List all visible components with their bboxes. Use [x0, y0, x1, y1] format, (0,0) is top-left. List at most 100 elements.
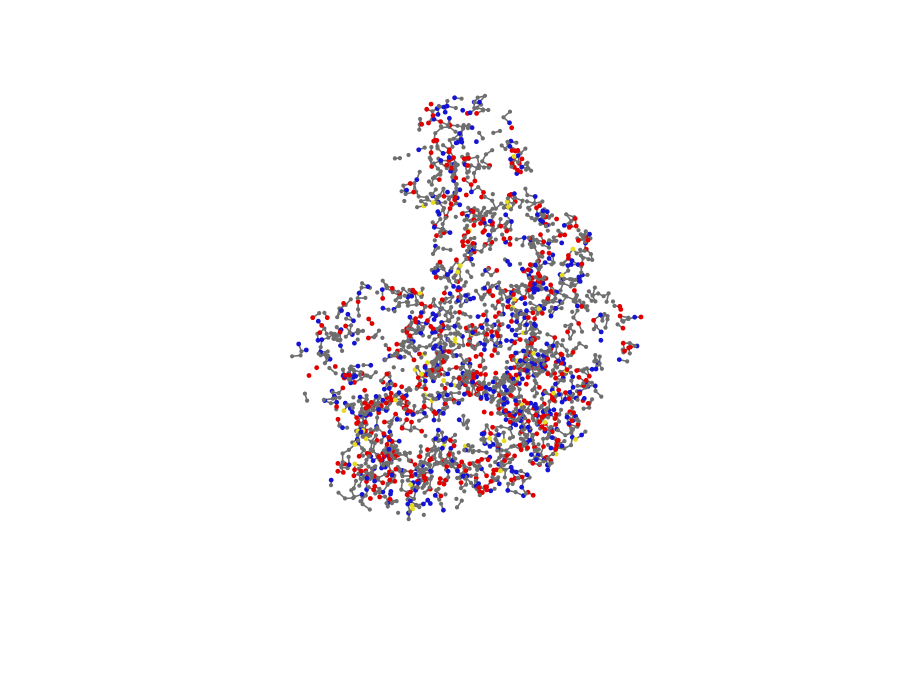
atom — [429, 456, 434, 462]
atom — [373, 370, 378, 375]
atom — [399, 472, 405, 477]
atom — [517, 325, 523, 331]
atom — [417, 382, 422, 387]
atom — [549, 262, 554, 267]
atom — [510, 456, 515, 462]
atom — [545, 467, 551, 473]
atom — [447, 115, 452, 121]
atom — [474, 111, 479, 116]
atom — [441, 143, 446, 148]
atom — [456, 450, 461, 455]
atom — [392, 156, 397, 161]
atom — [432, 337, 437, 342]
atom — [421, 470, 426, 475]
atom — [527, 276, 532, 281]
atom — [532, 281, 537, 287]
atom — [315, 318, 321, 324]
atom — [479, 249, 484, 254]
atom — [366, 335, 371, 341]
atom — [514, 327, 519, 333]
atom — [340, 367, 346, 372]
atom — [350, 405, 355, 410]
atom — [494, 341, 499, 346]
atom — [374, 401, 379, 406]
atom — [477, 130, 482, 135]
atom — [453, 456, 458, 461]
atom — [453, 175, 459, 181]
atom — [524, 284, 529, 289]
atom — [431, 417, 437, 423]
atom — [573, 223, 579, 229]
atom — [514, 401, 519, 407]
atom — [559, 272, 565, 278]
atom — [340, 348, 345, 353]
atom — [517, 442, 523, 448]
atom — [387, 496, 393, 502]
atom — [417, 127, 422, 132]
atom — [461, 422, 466, 427]
atom — [360, 434, 365, 439]
atom — [384, 371, 390, 377]
atom — [386, 446, 392, 452]
atom — [454, 190, 459, 195]
atom — [536, 358, 541, 363]
atom — [385, 382, 390, 387]
atom — [616, 357, 622, 362]
atom — [567, 221, 572, 226]
atom — [385, 482, 390, 487]
atom — [484, 332, 490, 337]
atom — [418, 116, 423, 122]
atom — [441, 207, 446, 212]
atom — [524, 472, 530, 478]
atom — [462, 235, 467, 240]
atom — [476, 448, 482, 454]
atom — [427, 343, 432, 348]
atom — [364, 475, 370, 481]
atom — [401, 183, 406, 188]
atom — [453, 161, 458, 166]
atom — [490, 283, 495, 288]
atom — [452, 439, 458, 444]
atom — [437, 350, 442, 355]
atom — [503, 417, 509, 423]
atom — [419, 428, 425, 434]
atom — [548, 445, 554, 451]
atom — [545, 371, 551, 377]
atom — [589, 366, 595, 372]
atom — [585, 237, 591, 243]
atom — [539, 396, 545, 401]
atom — [560, 262, 566, 267]
atom — [368, 400, 374, 405]
atom — [519, 484, 525, 490]
atom — [433, 436, 438, 441]
atom — [394, 444, 399, 449]
atom — [376, 328, 382, 333]
atom — [392, 397, 398, 403]
atom — [393, 298, 398, 303]
atom — [437, 480, 442, 486]
atom — [409, 293, 415, 299]
atom — [553, 422, 559, 427]
atom — [369, 466, 374, 471]
atom — [512, 297, 517, 302]
atom — [432, 376, 437, 381]
atom — [627, 351, 632, 356]
atom — [338, 343, 343, 348]
atom — [450, 175, 455, 180]
atom — [512, 191, 517, 197]
atom — [526, 363, 532, 369]
atom — [598, 312, 603, 318]
atom — [470, 330, 475, 336]
atom — [457, 187, 463, 193]
atom — [409, 419, 414, 425]
atom — [449, 266, 454, 271]
atom — [450, 314, 455, 319]
atom — [298, 353, 303, 358]
atom — [448, 311, 453, 316]
atom — [361, 474, 366, 479]
atom — [457, 131, 462, 136]
atom — [371, 487, 377, 493]
atom — [402, 198, 407, 204]
atom — [428, 469, 434, 474]
